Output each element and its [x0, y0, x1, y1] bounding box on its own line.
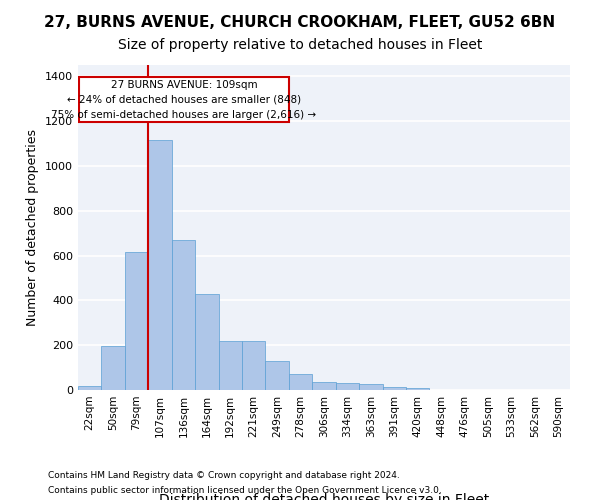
Bar [125, 252, 148, 390]
Y-axis label: Number of detached properties: Number of detached properties [26, 129, 40, 326]
Bar [383, 386, 406, 390]
Bar [289, 374, 312, 390]
Bar [312, 382, 336, 390]
Text: Size of property relative to detached houses in Fleet: Size of property relative to detached ho… [118, 38, 482, 52]
Bar [242, 340, 265, 390]
FancyBboxPatch shape [79, 78, 289, 122]
Text: 27, BURNS AVENUE, CHURCH CROOKHAM, FLEET, GU52 6BN: 27, BURNS AVENUE, CHURCH CROOKHAM, FLEET… [44, 15, 556, 30]
Bar [359, 384, 383, 390]
Text: Contains HM Land Registry data © Crown copyright and database right 2024.: Contains HM Land Registry data © Crown c… [48, 471, 400, 480]
Bar [218, 340, 242, 390]
Bar [148, 140, 172, 390]
Bar [265, 361, 289, 390]
Bar [195, 294, 218, 390]
Bar [78, 386, 101, 390]
X-axis label: Distribution of detached houses by size in Fleet: Distribution of detached houses by size … [159, 492, 489, 500]
Bar [336, 384, 359, 390]
Bar [406, 388, 430, 390]
Bar [101, 346, 125, 390]
Bar [172, 240, 195, 390]
Text: Contains public sector information licensed under the Open Government Licence v3: Contains public sector information licen… [48, 486, 442, 495]
Text: 27 BURNS AVENUE: 109sqm
← 24% of detached houses are smaller (848)
75% of semi-d: 27 BURNS AVENUE: 109sqm ← 24% of detache… [52, 80, 317, 120]
